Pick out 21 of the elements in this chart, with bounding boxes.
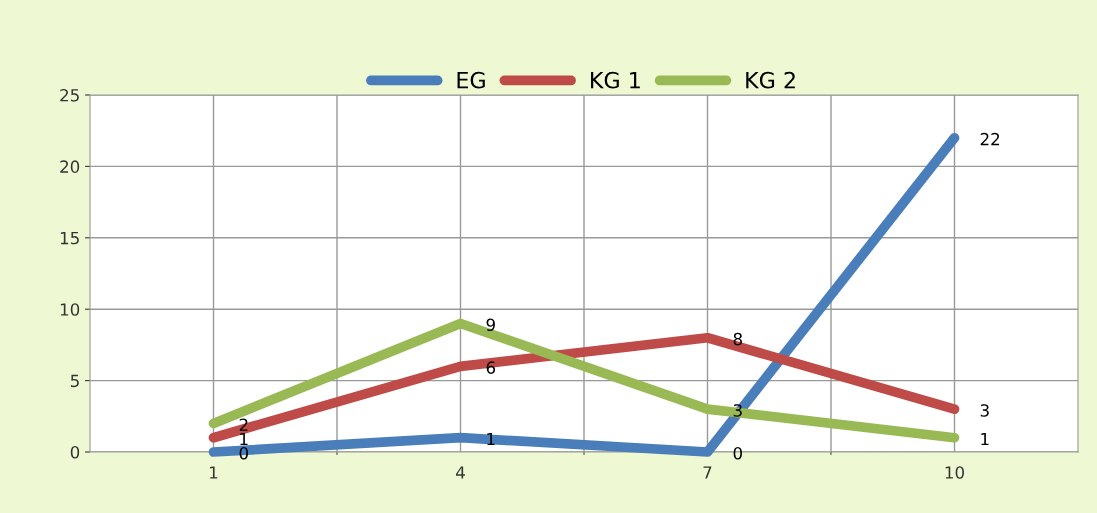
data-label: 1 <box>240 432 248 446</box>
x-tick-label: 10 <box>945 466 964 479</box>
legend-label: EG <box>457 71 485 89</box>
y-tick-label: 10 <box>60 303 80 316</box>
data-label: 22 <box>980 132 1000 146</box>
y-tick-label: 5 <box>70 374 79 388</box>
y-tick-label: 15 <box>60 231 79 245</box>
x-tick-label: 7 <box>703 466 712 479</box>
data-label: 1 <box>981 432 989 446</box>
x-tick-label: 1 <box>210 466 218 479</box>
legend-label: KG 1 <box>591 71 640 89</box>
data-label: 1 <box>487 432 495 446</box>
data-label: 9 <box>486 318 495 332</box>
data-label: 3 <box>733 404 742 417</box>
x-tick-label: 4 <box>456 466 465 479</box>
y-tick-label: 0 <box>70 445 80 459</box>
data-label: 3 <box>980 404 989 417</box>
y-tick-label: 25 <box>60 88 79 102</box>
y-tick-label: 20 <box>60 160 80 173</box>
data-label: 0 <box>733 447 742 460</box>
legend-label: KG 2 <box>746 71 795 89</box>
